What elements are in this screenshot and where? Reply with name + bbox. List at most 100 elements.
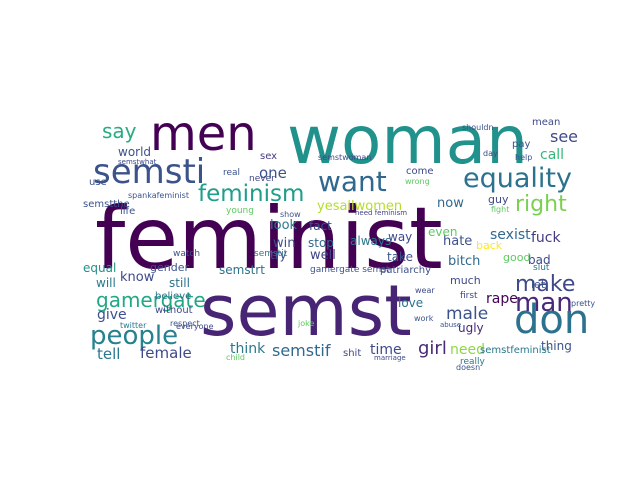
cloud-word: pretty [571,299,596,308]
cloud-word: gamergate [96,288,206,312]
cloud-word: semstfeminist [480,345,551,356]
cloud-word: love [398,296,424,310]
cloud-word: gamergate semst [310,265,390,275]
cloud-word: yesallwomen [317,199,403,214]
cloud-word: wear [415,286,435,295]
cloud-word: shit [343,348,362,359]
cloud-word: fight [491,205,510,214]
cloud-word: one [259,164,287,182]
cloud-word: abuse [440,321,462,329]
cloud-word: spankafeminist [128,191,189,200]
cloud-word: really [460,357,485,367]
cloud-word: give [97,307,127,323]
cloud-word: equal [83,261,117,275]
cloud-word: ugly [458,321,484,335]
cloud-word: everyone [176,322,214,331]
cloud-word: sexist [490,227,531,243]
cloud-word: guy [488,193,509,206]
cloud-word: will [96,276,116,290]
cloud-word: feminist [95,189,443,289]
cloud-word: work [414,314,434,323]
cloud-word: wrong [405,177,430,186]
cloud-word: show [280,210,301,219]
cloud-word: watch [173,249,201,259]
cloud-word: equality [463,163,572,194]
cloud-word: real [223,168,241,178]
cloud-word: call [540,147,565,163]
cloud-word: gender [150,261,189,274]
cloud-word: help [515,153,533,162]
cloud-word: semstit [254,249,288,259]
cloud-word: think [230,341,266,357]
cloud-word: try [270,248,287,262]
cloud-word: good [503,251,531,264]
cloud-word: let [531,278,546,291]
cloud-word: respect [170,319,200,328]
cloud-word: doesn [456,363,481,372]
cloud-word: need [450,342,485,358]
cloud-word: woman [287,102,528,179]
cloud-word: stop [308,236,334,250]
cloud-word: girl [418,338,447,359]
cloud-word: still [169,276,190,290]
cloud-word: make [515,272,576,297]
cloud-word: believe [155,291,192,302]
cloud-word: know [120,270,155,285]
cloud-word: life [120,206,136,217]
cloud-word: time [370,342,402,358]
cloud-word: semstwoman [318,153,372,162]
cloud-word: now [437,196,464,211]
cloud-word: marriage [374,354,406,362]
cloud-word: child [226,353,245,362]
cloud-word: semstrt [219,263,265,277]
cloud-word: men [150,106,257,162]
cloud-word: use [89,177,107,188]
cloud-word: see [550,127,579,146]
cloud-word: say [102,119,137,143]
cloud-word: way [388,230,413,244]
cloud-word: semsti [93,152,206,192]
cloud-word: man [515,288,573,318]
cloud-word: day [483,149,498,158]
cloud-word: right [515,192,567,217]
cloud-word: female [140,344,192,362]
cloud-word: much [450,274,481,287]
cloud-word: fact [309,219,332,233]
cloud-word: always [350,234,392,248]
cloud-word: people [90,321,179,351]
cloud-word: first [460,291,478,301]
cloud-word: semst [200,270,412,352]
cloud-word: young [226,206,254,216]
cloud-word: slut [533,263,550,273]
cloud-word: never [249,174,275,184]
cloud-word: don [514,297,590,343]
cloud-word: fuck [531,230,561,246]
cloud-word: sex [260,151,278,162]
cloud-word: back [476,239,503,252]
cloud-word: take [387,250,413,264]
cloud-word: patriarchy [380,265,432,276]
cloud-word: world [118,145,152,159]
cloud-word: look [270,218,298,233]
cloud-word: bitch [448,254,481,269]
cloud-word: come [406,166,434,177]
cloud-word: feminism [198,181,305,207]
cloud-word: shouldn [462,123,494,132]
cloud-word: want [318,165,387,198]
cloud-word: male [446,304,489,324]
cloud-word: mean [532,117,561,128]
cloud-word: semstthe [83,199,130,210]
cloud-word: joke [298,319,315,328]
cloud-word: hate [443,234,473,249]
cloud-word: rape [486,291,518,307]
cloud-word: semstwhat [118,158,157,166]
cloud-word: thing [541,339,572,353]
cloud-word: bad [528,253,551,267]
cloud-word: twitter [120,321,147,330]
cloud-word: well [310,248,336,263]
cloud-word: tell [97,345,121,363]
cloud-word: need feminism [355,209,408,217]
cloud-word: even [428,225,458,239]
cloud-word: without [155,305,193,316]
